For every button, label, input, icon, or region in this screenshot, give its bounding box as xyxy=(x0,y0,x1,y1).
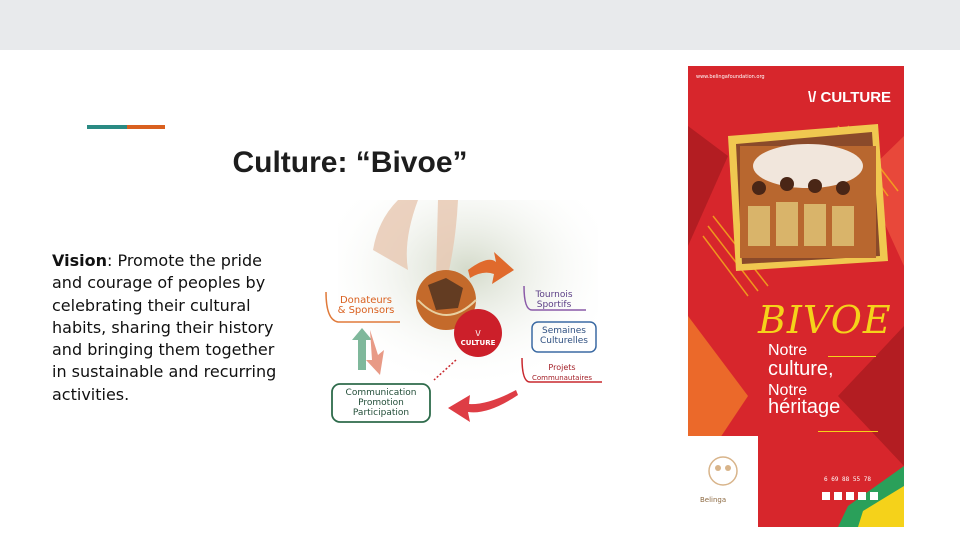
accent-line-teal xyxy=(87,125,127,129)
diagram-semaines-label: Semaines Culturelles xyxy=(532,326,596,346)
poster-line-2: culture, xyxy=(768,358,834,380)
poster-line-4: héritage xyxy=(768,396,841,418)
vision-text: : Promote the pride and courage of peopl… xyxy=(52,251,277,404)
projets-line-2: Communautaires xyxy=(531,374,593,382)
donors-line-2: & Sponsors xyxy=(337,305,395,316)
poster-graphics xyxy=(688,66,904,527)
slide-title: Culture: “Bivoe” xyxy=(232,146,468,179)
poster-brand: Belinga xyxy=(700,496,727,504)
poster-line-1: Notre xyxy=(768,342,808,359)
diagram-projets-label: Projets Communautaires xyxy=(524,363,600,383)
donors-line-1: Donateurs xyxy=(339,295,393,306)
semaines-line-1: Semaines xyxy=(542,326,586,336)
projets-line-1: Projets xyxy=(548,363,576,372)
top-band xyxy=(0,0,960,50)
vision-paragraph: Vision: Promote the pride and courage of… xyxy=(52,250,277,406)
comm-line-3: Participation xyxy=(352,408,410,418)
culture-cycle-diagram: \/ CULTURE Donateurs & Sponsors Tournois… xyxy=(318,200,614,432)
diagram-donors-label: Donateurs & Sponsors xyxy=(328,296,404,316)
diagram-graphics xyxy=(325,200,602,423)
diagram-communication-label: Communication Promotion Participation xyxy=(332,388,430,418)
semaines-line-2: Culturelles xyxy=(540,336,588,346)
accent-line-orange xyxy=(127,125,165,129)
comm-line-2: Promotion xyxy=(358,398,404,408)
poster-url: www.belingafoundation.org xyxy=(696,74,765,80)
bivoe-poster: www.belingafoundation.org \/ CULTURE BIV… xyxy=(688,66,904,527)
tournois-line-2: Sportifs xyxy=(536,300,572,310)
diagram-center-label: \/ CULTURE xyxy=(460,329,496,347)
poster-bivoe-title: BIVOE xyxy=(758,298,892,342)
comm-line-1: Communication xyxy=(345,388,417,398)
poster-phone: 6 69 88 55 78 xyxy=(824,476,871,483)
poster-line-3: Notre xyxy=(768,382,808,399)
diagram-tournois-label: Tournois Sportifs xyxy=(518,290,590,310)
poster-header: \/ CULTURE xyxy=(808,89,892,106)
tournois-line-1: Tournois xyxy=(535,290,573,300)
vision-label: Vision xyxy=(52,251,107,270)
